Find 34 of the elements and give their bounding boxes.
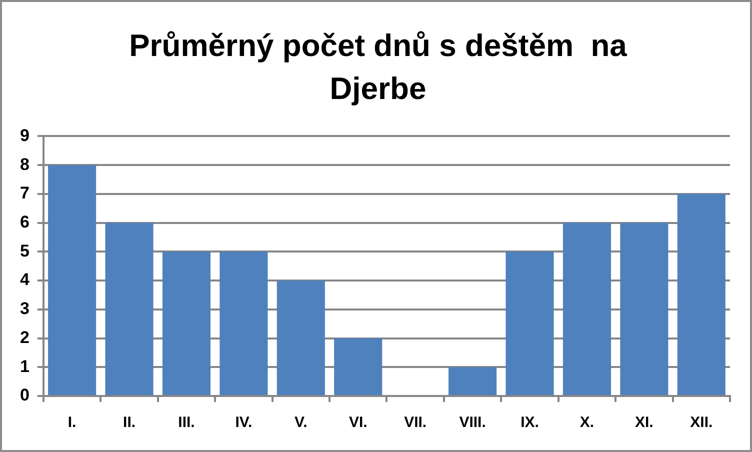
y-tick-label: 9: [20, 126, 30, 145]
x-tick-label: VII.: [404, 414, 427, 432]
bar: [162, 252, 211, 395]
x-tick-label: V.: [294, 414, 308, 432]
y-tick-label: 2: [20, 328, 30, 347]
y-tick-label: 1: [20, 356, 30, 376]
bar: [562, 222, 611, 395]
x-tick-label: I.: [68, 414, 76, 432]
y-tick-label: 3: [20, 299, 30, 318]
x-tick-label: XI.: [635, 414, 654, 432]
x-tick-label: III.: [178, 414, 195, 432]
y-tick-label: 4: [20, 270, 30, 290]
x-tick-label: VI.: [348, 414, 368, 432]
bar: [276, 280, 325, 395]
bar: [48, 165, 96, 395]
bar: [506, 252, 554, 395]
bar: [620, 222, 668, 395]
x-tick-label: XII.: [690, 414, 713, 432]
bar: [105, 222, 154, 395]
chart-title: Průměrný počet dnů s deštěm na Djerbe: [128, 27, 628, 108]
y-tick-label: 7: [20, 184, 30, 203]
bar: [448, 367, 497, 395]
x-tick-label: VIII.: [459, 414, 486, 432]
bar: [677, 194, 726, 395]
x-tick-label: II.: [123, 414, 136, 432]
y-tick-label: 8: [20, 154, 30, 174]
bar: [220, 252, 268, 395]
y-tick-label: 5: [20, 241, 30, 260]
y-tick-label: 6: [20, 212, 30, 232]
y-tick-label: 0: [20, 386, 30, 405]
x-tick-label: IV.: [235, 414, 252, 432]
x-tick-label: X.: [580, 414, 594, 432]
x-tick-label: IX.: [520, 414, 539, 432]
bar: [334, 338, 382, 395]
